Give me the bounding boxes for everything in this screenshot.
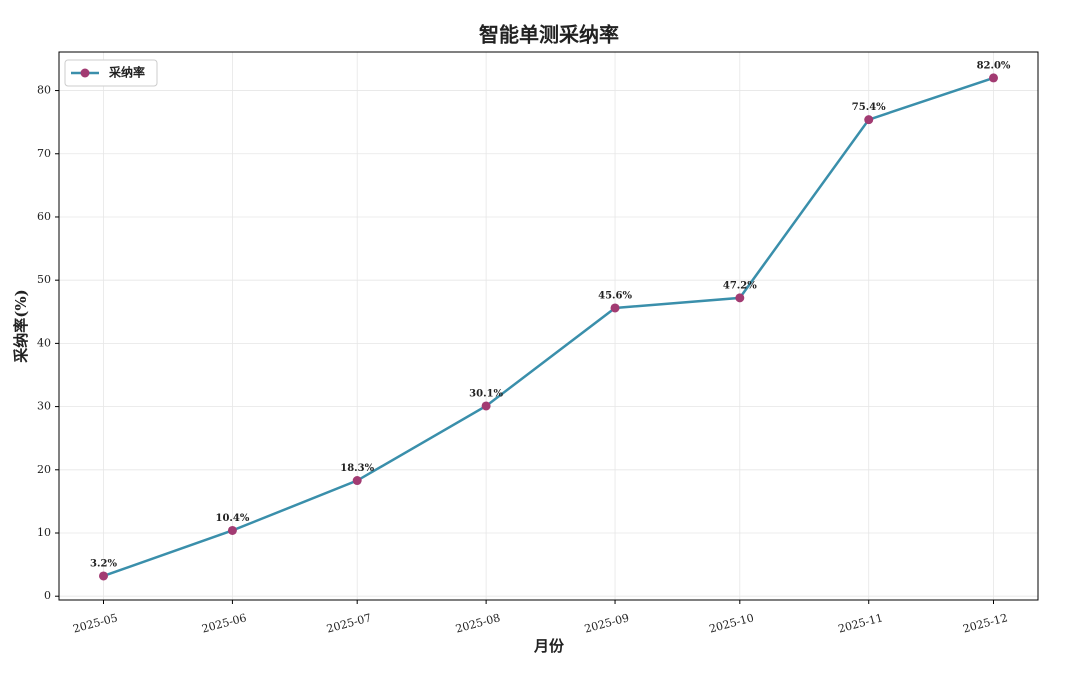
x-tick-label: 2025-05 xyxy=(72,611,120,635)
x-tick-label: 2025-12 xyxy=(962,611,1010,635)
data-point xyxy=(227,525,237,535)
x-tick-label: 2025-06 xyxy=(200,611,248,635)
y-tick-label: 20 xyxy=(37,463,51,476)
chart-title: 智能单测采纳率 xyxy=(479,23,619,47)
x-tick-label: 2025-08 xyxy=(454,611,502,635)
y-tick-label: 40 xyxy=(37,336,51,349)
data-label: 3.2% xyxy=(90,558,117,569)
legend-label: 采纳率 xyxy=(108,65,145,80)
data-point xyxy=(99,571,108,581)
data-label: 10.4% xyxy=(215,513,249,524)
data-label: 82.0% xyxy=(977,60,1011,71)
data-label: 75.4% xyxy=(852,102,886,113)
x-axis-label: 月份 xyxy=(533,637,565,655)
data-label: 45.6% xyxy=(598,290,632,301)
plot-frame xyxy=(58,51,1039,601)
data-point xyxy=(352,476,362,486)
y-axis-label: 采纳率(%) xyxy=(12,289,30,363)
series-line xyxy=(103,76,994,578)
data-point xyxy=(610,303,620,313)
y-tick-label: 10 xyxy=(37,526,51,539)
legend: 采纳率 xyxy=(64,59,158,87)
y-tick-label: 70 xyxy=(37,147,51,160)
x-tick-label: 2025-10 xyxy=(708,611,756,635)
data-label: 30.1% xyxy=(469,388,503,399)
legend-marker xyxy=(80,68,90,78)
y-tick-label: 80 xyxy=(37,84,51,97)
data-point xyxy=(989,73,998,83)
data-point xyxy=(735,293,745,303)
y-tick-label: 30 xyxy=(37,400,51,413)
y-tick-label: 0 xyxy=(44,589,51,602)
data-point xyxy=(481,401,491,411)
data-point xyxy=(864,115,874,125)
y-tick-label: 60 xyxy=(37,210,51,223)
legend-box xyxy=(64,59,158,87)
x-tick-label: 2025-09 xyxy=(583,611,631,635)
data-label: 18.3% xyxy=(340,463,374,474)
data-label: 47.2% xyxy=(723,280,757,291)
y-tick-label: 50 xyxy=(37,273,51,286)
x-tick-label: 2025-07 xyxy=(325,611,373,635)
x-tick-label: 2025-11 xyxy=(837,611,885,635)
